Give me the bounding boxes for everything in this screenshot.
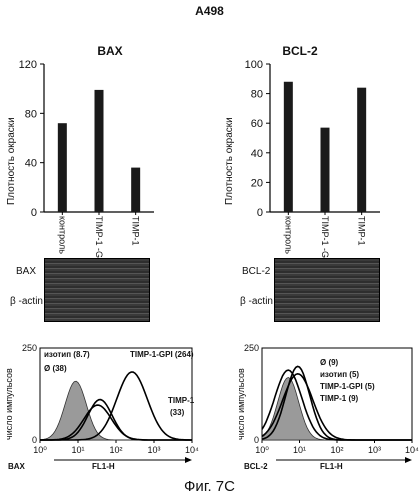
bcl2-flow-xlabel: FL1-H	[320, 462, 343, 471]
bcl2-flow-x-tick-label: 10⁴	[405, 445, 419, 455]
bax-panel-title: BAX	[97, 44, 123, 58]
bcl2-y-tick-label: 0	[257, 207, 263, 219]
bcl2-y-tick-label: 100	[245, 59, 263, 71]
bcl2-y-tick-label: 20	[251, 177, 263, 189]
bcl2-flow-x-tick-label: 10¹	[293, 445, 306, 455]
bcl2-bar	[283, 81, 293, 212]
bcl2-flow-x-tick-label: 10⁰	[255, 445, 269, 455]
bcl2-y-tick-label: 60	[251, 118, 263, 130]
bcl2-flow-x-tick-label: 10²	[330, 445, 343, 455]
bcl2-flow-series-line	[261, 372, 412, 441]
bcl2-actin-label: β -actin	[240, 296, 273, 307]
bcl2-blot-image	[274, 258, 380, 322]
bax-y-tick-label: 80	[25, 108, 37, 120]
bcl2-category-label: TIMP-1	[357, 216, 367, 246]
bax-category-label: контроль	[57, 216, 67, 254]
bax-flow-x-tick-label: 10²	[109, 445, 122, 455]
bax-flow-x-tick-label: 10⁴	[185, 445, 199, 455]
bcl2-y-tick-label: 40	[251, 148, 263, 160]
bax-flow-xlabel: FL1-H	[92, 462, 115, 471]
bax-flow-x-tick-label: 10⁰	[33, 445, 47, 455]
bcl2-flow-marker: BCL-2	[244, 462, 268, 471]
bax-flow-series-line	[40, 371, 192, 441]
bcl2-flow-y-tick-label: 0	[254, 435, 259, 445]
bax-actin-label: β -actin	[10, 296, 43, 307]
bcl2-legend-gpi: TIMP-1-GPI (5)	[320, 382, 375, 391]
bcl2-legend-isotype: изотип (5)	[320, 370, 360, 379]
bax-y-tick-label: 0	[31, 207, 37, 219]
bax-category-label: TIMP-1	[131, 216, 141, 246]
bax-y-tick-label: 40	[25, 158, 37, 170]
bax-flow-y-tick-label: 250	[22, 343, 37, 353]
bax-legend-timp1-value: (33)	[170, 408, 185, 417]
bax-category-label: TIMP-1 -GPI	[94, 216, 104, 267]
bax-legend-gpi: TIMP-1-GPI (264)	[130, 350, 194, 359]
bax-bar	[94, 89, 104, 212]
bax-legend-timp1: TIMP-1	[168, 396, 195, 405]
bcl2-bar	[357, 87, 367, 212]
bax-flow-axis-arrowhead	[185, 457, 192, 463]
bcl2-y-tick-label: 80	[251, 89, 263, 101]
bcl2-flow-axis-arrowhead	[405, 457, 412, 463]
bax-bar	[57, 123, 67, 212]
bcl2-flow-x-tick-label: 10³	[368, 445, 381, 455]
bcl2-legend-empty: Ø (9)	[320, 358, 339, 367]
bax-bar	[131, 167, 141, 212]
bax-flow-ylabel: число импульсов	[4, 368, 14, 440]
bax-y-tick-label: 120	[19, 59, 37, 71]
bax-flow-marker: BAX	[8, 462, 25, 471]
bcl2-bar	[320, 127, 330, 212]
bax-flow-x-tick-label: 10¹	[71, 445, 84, 455]
bax-blot-image	[44, 258, 150, 322]
bcl2-category-label: контроль	[283, 216, 293, 254]
bax-flow-series-line	[40, 404, 192, 441]
bcl2-flow-y-tick-label: 250	[244, 343, 259, 353]
bax-blot-label: BAX	[16, 266, 37, 277]
figure-title: A498	[195, 4, 224, 18]
bcl2-legend-timp1: TIMP-1 (9)	[320, 394, 359, 403]
bax-flow-x-tick-label: 10³	[147, 445, 160, 455]
figure-caption: Фиг. 7С	[184, 478, 235, 495]
bcl2-panel-title: BCL-2	[282, 44, 318, 58]
bax-legend-empty: Ø (38)	[44, 364, 67, 373]
bcl2-blot-label: BCL-2	[242, 266, 271, 277]
bcl2-category-label: TIMP-1 -GPI	[320, 216, 330, 267]
bcl2-flow-ylabel: число импульсов	[236, 368, 246, 440]
bax-legend-isotype: изотип (8.7)	[44, 350, 90, 359]
bax-flow-y-tick-label: 0	[32, 435, 37, 445]
